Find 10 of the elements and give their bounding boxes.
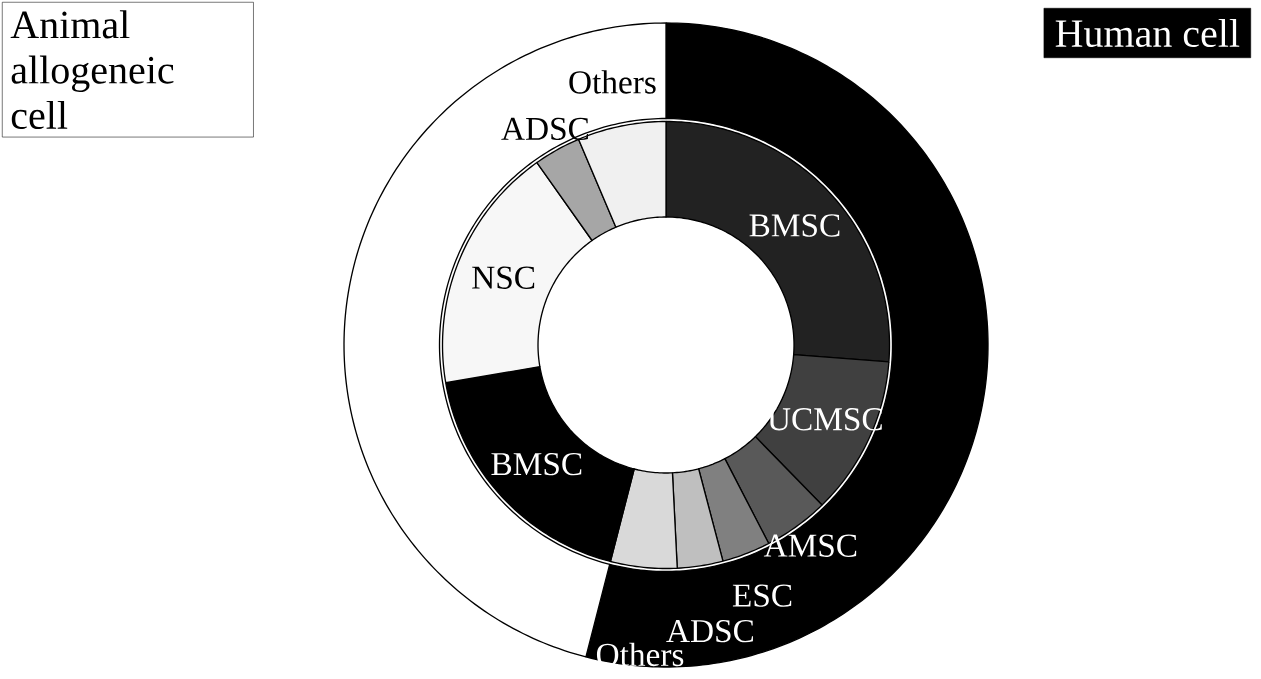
- slice-label: NSC: [472, 266, 535, 289]
- slice-label: Others: [569, 70, 656, 94]
- slice-label: BMSC: [491, 452, 582, 476]
- slice-label: AMSC: [763, 534, 857, 557]
- slice-label: Human cell: [1055, 18, 1240, 48]
- slice-label: ADSC: [501, 117, 589, 141]
- slice-label: ADSC: [666, 619, 754, 643]
- slice-label: BMSC: [749, 214, 840, 237]
- slice-label: ESC: [732, 584, 792, 607]
- slice-label: Animal allogeneic cell: [10, 10, 174, 130]
